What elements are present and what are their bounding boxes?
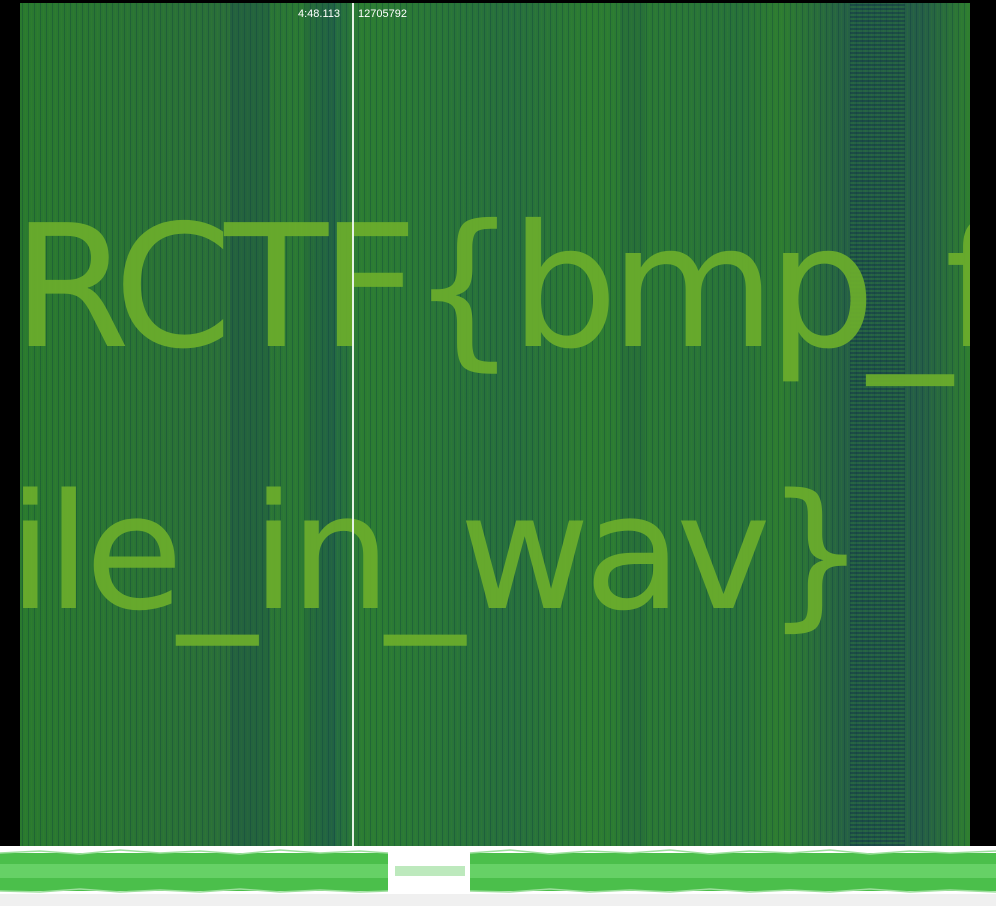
waveform-overview[interactable] [0, 846, 996, 894]
waveform-graphic [0, 849, 996, 893]
spectrogram-canvas[interactable]: RCTF{bmp_f ile_in_wav} [20, 3, 970, 846]
waveform-noise-top [0, 849, 996, 855]
spectrogram-view[interactable]: RCTF{bmp_f ile_in_wav} 4:48.113 12705792 [0, 0, 996, 846]
waveform-band-inner [0, 864, 996, 878]
status-strip [0, 894, 996, 906]
spectrogram-band [305, 3, 335, 846]
spectrogram-band [620, 3, 645, 846]
spectrogram-band [850, 3, 905, 846]
waveform-noise-bottom [0, 888, 996, 893]
playhead-cursor[interactable] [352, 3, 354, 846]
cursor-time-label: 4:48.113 [298, 8, 341, 20]
spectrogram-band [230, 3, 270, 846]
hidden-text-line-1: RCTF{bmp_f [20, 189, 970, 387]
cursor-sample-label: 12705792 [358, 8, 407, 20]
hidden-text-line-2: ile_in_wav} [20, 459, 867, 646]
waveform-quiet-inner [395, 866, 465, 876]
